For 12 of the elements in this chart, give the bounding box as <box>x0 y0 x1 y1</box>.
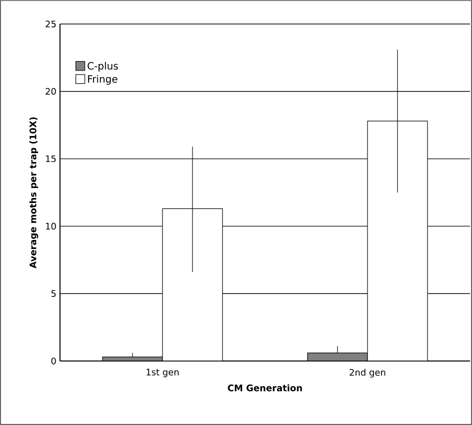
x-tick-label: 1st gen <box>146 368 179 378</box>
y-tick-label: 10 <box>46 222 56 230</box>
y-tick-label: 25 <box>46 20 56 28</box>
y-tick-label: 5 <box>51 290 56 297</box>
y-tick-label: 0 <box>51 358 56 364</box>
y-tick-label: 20 <box>46 88 56 95</box>
x-axis-title: CM Generation <box>228 384 302 392</box>
legend-label: Fringe <box>88 74 118 85</box>
x-tick-label: 2nd gen <box>350 368 386 378</box>
legend-label: C-plus <box>88 62 118 72</box>
y-tick-label: 15 <box>46 155 56 162</box>
y-axis-title: Average moths per trap (10X) <box>29 117 38 268</box>
